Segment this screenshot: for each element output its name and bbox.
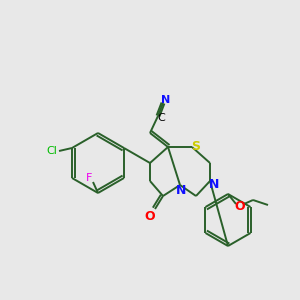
Text: O: O [235,200,245,212]
Text: F: F [86,173,92,183]
Text: C: C [157,113,165,123]
Text: Cl: Cl [46,146,58,156]
Text: N: N [161,95,171,105]
Text: O: O [145,209,155,223]
Text: N: N [209,178,219,191]
Text: S: S [191,140,200,152]
Text: N: N [176,184,186,196]
